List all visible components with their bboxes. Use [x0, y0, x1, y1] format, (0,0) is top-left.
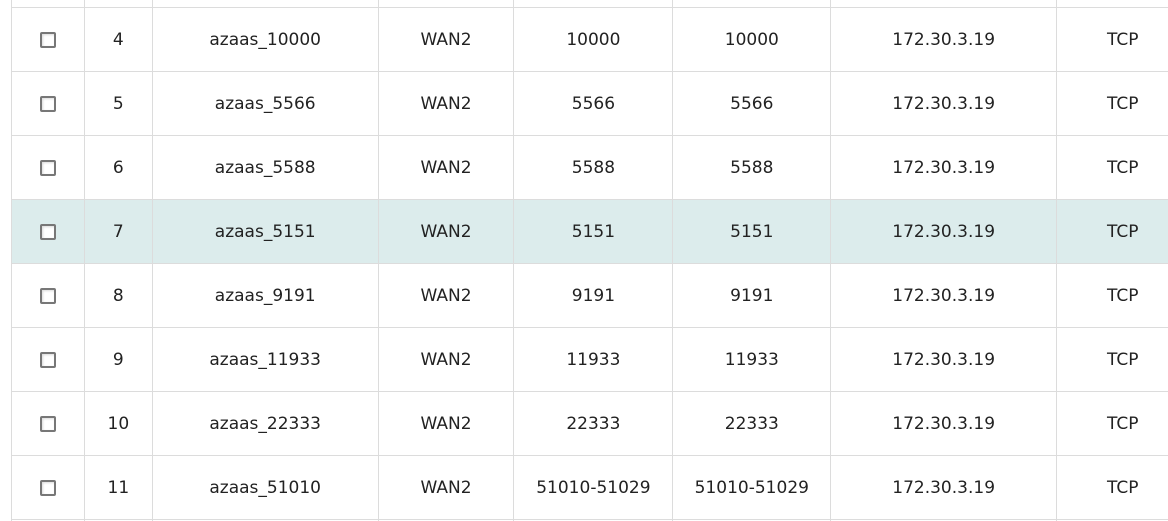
rule-id: 7 [83, 199, 153, 264]
rule-protocol: TCP [1056, 263, 1168, 328]
row-select-cell[interactable] [11, 199, 85, 264]
rule-protocol: TCP [1056, 455, 1168, 520]
rule-ip-address: 172.30.3.19 [830, 327, 1058, 392]
table-row[interactable]: 4 azaas_10000 WAN2 10000 10000 172.30.3.… [11, 7, 1168, 72]
rule-interface: WAN2 [377, 455, 515, 520]
rule-interface [377, 0, 515, 8]
rule-ip-address [830, 0, 1058, 8]
rule-interface: WAN2 [377, 71, 515, 136]
row-checkbox[interactable] [39, 351, 56, 368]
row-select-cell[interactable] [11, 0, 85, 8]
table-row[interactable]: 7 azaas_5151 WAN2 5151 5151 172.30.3.19 … [11, 199, 1168, 264]
row-select-cell[interactable] [11, 71, 85, 136]
rule-id: 9 [83, 327, 153, 392]
table-row[interactable]: 10 azaas_22333 WAN2 22333 22333 172.30.3… [11, 391, 1168, 456]
rule-internal-port: 5566 [672, 71, 832, 136]
rule-id: 5 [83, 71, 153, 136]
row-checkbox[interactable] [39, 415, 56, 432]
rule-external-port: 5588 [513, 135, 674, 200]
rule-external-port: 51010-51029 [513, 455, 674, 520]
rule-ip-address: 172.30.3.19 [830, 263, 1058, 328]
rule-ip-address: 172.30.3.19 [830, 391, 1058, 456]
rule-internal-port: 5151 [672, 199, 832, 264]
rule-external-port: 5566 [513, 71, 674, 136]
rule-interface: WAN2 [377, 7, 515, 72]
rule-internal-port [672, 0, 832, 8]
rule-interface: WAN2 [377, 199, 515, 264]
table-row[interactable]: 6 azaas_5588 WAN2 5588 5588 172.30.3.19 … [11, 135, 1168, 200]
row-checkbox[interactable] [39, 287, 56, 304]
rule-name: azaas_5151 [151, 199, 379, 264]
row-checkbox[interactable] [39, 223, 56, 240]
rule-name: azaas_22333 [151, 391, 379, 456]
rule-name [151, 519, 379, 521]
table-row[interactable]: 12 [11, 519, 1168, 521]
rule-external-port: 11933 [513, 327, 674, 392]
rule-id: 10 [83, 391, 153, 456]
rule-interface: WAN2 [377, 327, 515, 392]
row-checkbox[interactable] [39, 159, 56, 176]
table-body: 3 4 azaas_10000 WAN2 10000 10000 172.3 [11, 0, 1168, 521]
rule-id: 6 [83, 135, 153, 200]
rule-ip-address: 172.30.3.19 [830, 199, 1058, 264]
rule-protocol: TCP [1056, 71, 1168, 136]
row-select-cell[interactable] [11, 263, 85, 328]
rule-name: azaas_10000 [151, 7, 379, 72]
row-select-cell[interactable] [11, 391, 85, 456]
row-checkbox[interactable] [39, 479, 56, 496]
port-forwarding-table: 3 4 azaas_10000 WAN2 10000 10000 172.3 [11, 0, 1168, 521]
rule-id: 11 [83, 455, 153, 520]
table-row[interactable]: 11 azaas_51010 WAN2 51010-51029 51010-51… [11, 455, 1168, 520]
row-select-cell[interactable] [11, 455, 85, 520]
port-forwarding-table-container: 3 4 azaas_10000 WAN2 10000 10000 172.3 [11, 0, 1168, 521]
rule-internal-port: 22333 [672, 391, 832, 456]
rule-protocol: TCP [1056, 391, 1168, 456]
rule-interface: WAN2 [377, 391, 515, 456]
row-checkbox[interactable] [39, 31, 56, 48]
rule-protocol: TCP [1056, 199, 1168, 264]
table-row[interactable]: 8 azaas_9191 WAN2 9191 9191 172.30.3.19 … [11, 263, 1168, 328]
rule-id: 8 [83, 263, 153, 328]
rule-name: azaas_5566 [151, 71, 379, 136]
table-row[interactable]: 3 [11, 0, 1168, 8]
rule-external-port: 9191 [513, 263, 674, 328]
row-select-cell[interactable] [11, 7, 85, 72]
rule-internal-port: 9191 [672, 263, 832, 328]
rule-internal-port: 10000 [672, 7, 832, 72]
rule-ip-address: 172.30.3.19 [830, 71, 1058, 136]
rule-external-port: 5151 [513, 199, 674, 264]
rule-protocol [1056, 0, 1168, 8]
rule-internal-port: 11933 [672, 327, 832, 392]
rule-protocol [1056, 519, 1168, 521]
rule-name [151, 0, 379, 8]
rule-internal-port [672, 519, 832, 521]
row-select-cell[interactable] [11, 135, 85, 200]
table-row[interactable]: 5 azaas_5566 WAN2 5566 5566 172.30.3.19 … [11, 71, 1168, 136]
rule-external-port: 22333 [513, 391, 674, 456]
rule-name: azaas_11933 [151, 327, 379, 392]
rule-interface: WAN2 [377, 263, 515, 328]
rule-protocol: TCP [1056, 7, 1168, 72]
rule-name: azaas_51010 [151, 455, 379, 520]
rule-ip-address: 172.30.3.19 [830, 7, 1058, 72]
rule-interface: WAN2 [377, 135, 515, 200]
row-select-cell[interactable] [11, 327, 85, 392]
rule-protocol: TCP [1056, 327, 1168, 392]
rule-protocol: TCP [1056, 135, 1168, 200]
rule-id: 4 [83, 7, 153, 72]
rule-ip-address: 172.30.3.19 [830, 135, 1058, 200]
rule-external-port [513, 0, 674, 8]
table-row[interactable]: 9 azaas_11933 WAN2 11933 11933 172.30.3.… [11, 327, 1168, 392]
rule-name: azaas_5588 [151, 135, 379, 200]
rule-ip-address: 172.30.3.19 [830, 455, 1058, 520]
rule-name: azaas_9191 [151, 263, 379, 328]
row-checkbox[interactable] [39, 95, 56, 112]
rule-id: 3 [83, 0, 153, 8]
rule-internal-port: 51010-51029 [672, 455, 832, 520]
rule-external-port: 10000 [513, 7, 674, 72]
rule-internal-port: 5588 [672, 135, 832, 200]
